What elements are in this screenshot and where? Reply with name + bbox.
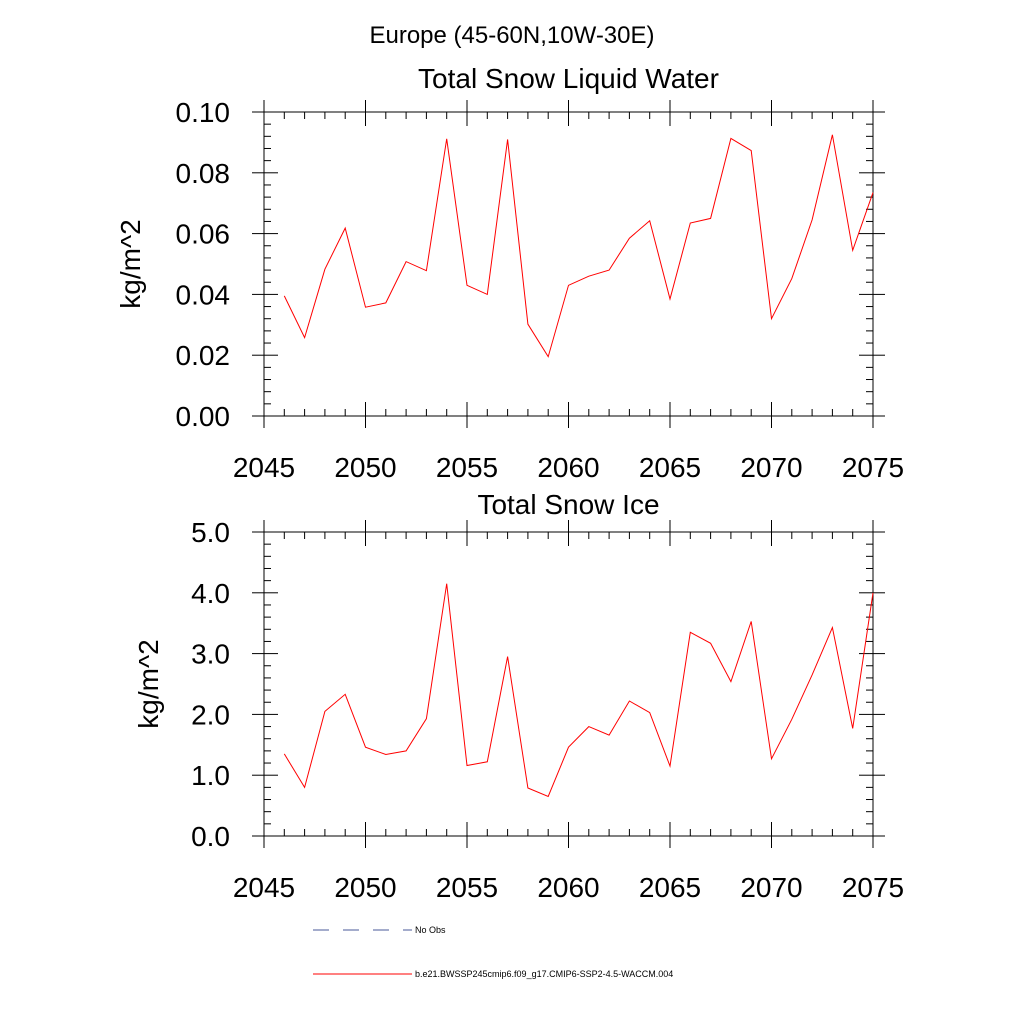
x-tick-label: 2045 xyxy=(233,872,295,903)
legend-label-model-run: b.e21.BWSSP245cmip6.f09_g17.CMIP6-SSP2-4… xyxy=(415,969,673,979)
x-tick-label: 2065 xyxy=(639,452,701,483)
y-tick-label: 2.0 xyxy=(191,699,230,730)
x-tick-label: 2055 xyxy=(436,872,498,903)
y-tick-label: 0.06 xyxy=(176,219,231,250)
y-tick-label: 0.08 xyxy=(176,158,231,189)
chart-title: Total Snow Liquid Water xyxy=(418,63,719,94)
y-tick-label: 4.0 xyxy=(191,578,230,609)
x-tick-label: 2050 xyxy=(334,872,396,903)
x-tick-label: 2075 xyxy=(842,452,904,483)
y-axis-label: kg/m^2 xyxy=(115,219,146,308)
series-line-0 xyxy=(283,583,874,798)
y-tick-label: 0.0 xyxy=(191,821,230,852)
x-tick-label: 2070 xyxy=(740,452,802,483)
x-tick-label: 2075 xyxy=(842,872,904,903)
y-tick-label: 0.10 xyxy=(176,97,231,128)
y-tick-label: 1.0 xyxy=(191,760,230,791)
chart-title: Total Snow Ice xyxy=(477,489,659,520)
y-axis-label: kg/m^2 xyxy=(133,639,164,728)
y-tick-label: 5.0 xyxy=(191,517,230,548)
figure-suptitle: Europe (45-60N,10W-30E) xyxy=(369,22,654,49)
y-tick-label: 0.00 xyxy=(176,401,231,432)
y-tick-label: 0.02 xyxy=(176,340,231,371)
x-tick-label: 2060 xyxy=(537,452,599,483)
chart-panel-snow-liquid-water: Total Snow Liquid Water kg/m^2 2045 2050 205… xyxy=(115,63,904,483)
x-tick-label: 2050 xyxy=(334,452,396,483)
x-tick-label: 2065 xyxy=(639,872,701,903)
legend-label-no-obs: No Obs xyxy=(415,925,446,935)
x-tick-label: 2045 xyxy=(233,452,295,483)
plot-frame xyxy=(263,111,874,417)
x-tick-label: 2055 xyxy=(436,452,498,483)
legend: No Obs b.e21.BWSSP245cmip6.f09_g17.CMIP6… xyxy=(313,925,673,979)
chart-panel-snow-ice: Total Snow Ice kg/m^2 2045 2050 2055 2060 2065… xyxy=(133,489,904,903)
x-tick-label: 2070 xyxy=(740,872,802,903)
y-tick-label: 0.04 xyxy=(176,279,231,310)
y-tick-label: 3.0 xyxy=(191,639,230,670)
x-tick-label: 2060 xyxy=(537,872,599,903)
series-line-0 xyxy=(283,134,874,358)
plot-frame xyxy=(263,531,874,837)
